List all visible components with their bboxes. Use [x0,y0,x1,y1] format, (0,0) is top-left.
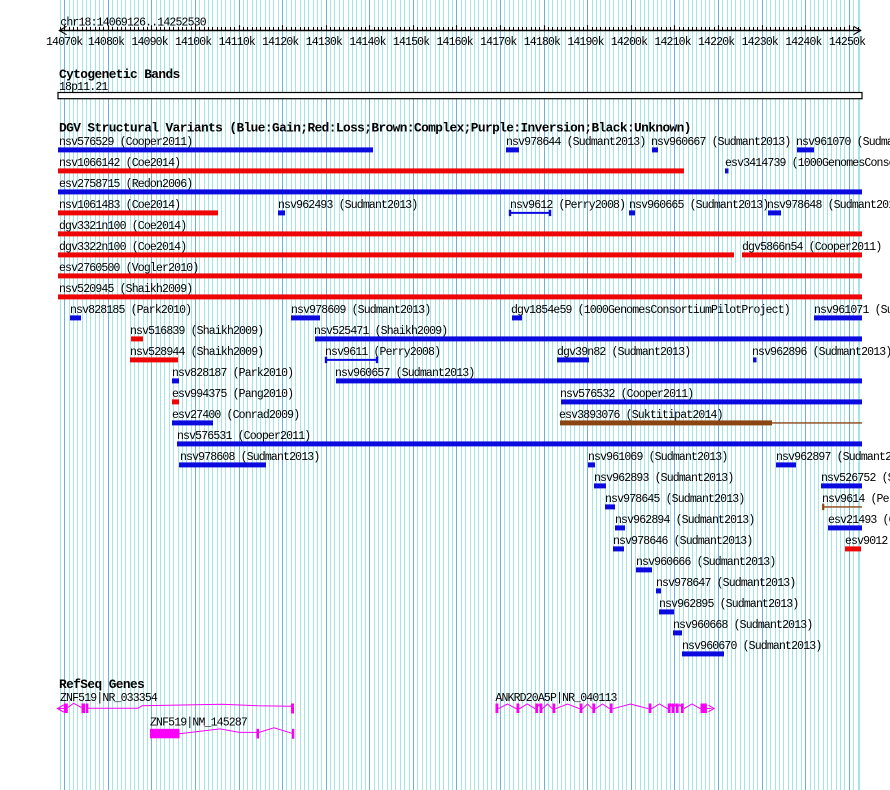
svg-text:14180k: 14180k [524,36,561,49]
svg-text:nsv962895 (Sudmant2013): nsv962895 (Sudmant2013) [659,598,798,611]
svg-text:esv2758715 (Redon2006): esv2758715 (Redon2006) [59,178,192,191]
svg-text:nsv1066142 (Coe2014): nsv1066142 (Coe2014) [59,157,180,170]
svg-text:14200k: 14200k [611,36,648,49]
svg-text:nsv516839 (Shaikh2009): nsv516839 (Shaikh2009) [130,325,263,338]
svg-text:14150k: 14150k [393,36,430,49]
svg-text:nsv828185 (Park2010): nsv828185 (Park2010) [70,304,191,317]
svg-text:14160k: 14160k [437,36,474,49]
svg-text:nsv962894 (Sudmant2013): nsv962894 (Sudmant2013) [615,514,754,527]
svg-text:nsv961071 (Sudmant2013): nsv961071 (Sudmant2013) [814,304,890,317]
svg-text:14170k: 14170k [480,36,517,49]
svg-text:14140k: 14140k [349,36,386,49]
svg-text:dgv5866n54 (Cooper2011): dgv5866n54 (Cooper2011) [742,241,881,254]
svg-text:nsv576529 (Cooper2011): nsv576529 (Cooper2011) [59,136,192,149]
svg-text:nsv520945 (Shaikh2009): nsv520945 (Shaikh2009) [59,283,192,296]
svg-text:14230k: 14230k [742,36,779,49]
svg-text:nsv576532 (Cooper2011): nsv576532 (Cooper2011) [560,388,693,401]
svg-text:ZNF519|NR_033354: ZNF519|NR_033354 [60,692,158,705]
svg-text:14210k: 14210k [654,36,691,49]
svg-text:nsv9612 (Perry2008): nsv9612 (Perry2008) [510,199,625,212]
svg-text:nsv978609 (Sudmant2013): nsv978609 (Sudmant2013) [291,304,430,317]
svg-text:nsv960657 (Sudmant2013): nsv960657 (Sudmant2013) [335,367,474,380]
svg-text:nsv9614 (Perry2008): nsv9614 (Perry2008) [822,493,890,506]
svg-text:nsv576531 (Cooper2011): nsv576531 (Cooper2011) [177,430,310,443]
svg-text:dgv1854e59 (1000GenomesConsort: dgv1854e59 (1000GenomesConsortiumPilotPr… [511,304,790,317]
svg-text:nsv961069 (Sudmant2013): nsv961069 (Sudmant2013) [588,451,727,464]
svg-text:14130k: 14130k [306,36,343,49]
svg-text:nsv828187 (Park2010): nsv828187 (Park2010) [172,367,293,380]
svg-text:nsv1061483 (Coe2014): nsv1061483 (Coe2014) [59,199,180,212]
svg-text:nsv960670 (Sudmant2013): nsv960670 (Sudmant2013) [682,640,821,653]
svg-text:14100k: 14100k [175,36,212,49]
svg-text:esv9012 (Conrad2009): esv9012 (Conrad2009) [845,535,890,548]
svg-text:nsv962493 (Sudmant2013): nsv962493 (Sudmant2013) [278,199,417,212]
svg-text:nsv978645 (Sudmant2013): nsv978645 (Sudmant2013) [605,493,744,506]
svg-text:nsv978646 (Sudmant2013): nsv978646 (Sudmant2013) [613,535,752,548]
svg-text:esv21493 (Conrad2009): esv21493 (Conrad2009) [828,514,890,527]
svg-text:nsv960668 (Sudmant2013): nsv960668 (Sudmant2013) [673,619,812,632]
svg-text:esv3414739 (1000GenomesConsort: esv3414739 (1000GenomesConsortiumPilotPr… [725,157,890,170]
svg-text:nsv978647 (Sudmant2013): nsv978647 (Sudmant2013) [656,577,795,590]
svg-text:nsv526752 (Shaikh2009): nsv526752 (Shaikh2009) [821,472,890,485]
svg-text:nsv962893 (Sudmant2013): nsv962893 (Sudmant2013) [594,472,733,485]
svg-text:18p11.21: 18p11.21 [59,81,108,94]
svg-text:nsv962897 (Sudmant2013): nsv962897 (Sudmant2013) [776,451,890,464]
svg-text:Cytogenetic Bands: Cytogenetic Bands [59,67,180,82]
svg-text:dgv3321n100 (Coe2014): dgv3321n100 (Coe2014) [59,220,186,233]
svg-text:DGV Structural Variants (Blue:: DGV Structural Variants (Blue:Gain;Red:L… [59,120,691,135]
svg-text:nsv9611 (Perry2008): nsv9611 (Perry2008) [325,346,440,359]
svg-text:nsv525471 (Shaikh2009): nsv525471 (Shaikh2009) [314,325,447,338]
svg-text:esv27400 (Conrad2009): esv27400 (Conrad2009) [172,409,299,422]
svg-text:nsv978648 (Sudmant2013): nsv978648 (Sudmant2013) [767,199,890,212]
svg-text:nsv528944 (Shaikh2009): nsv528944 (Shaikh2009) [130,346,263,359]
svg-text:14190k: 14190k [567,36,604,49]
svg-text:nsv978608 (Sudmant2013): nsv978608 (Sudmant2013) [180,451,319,464]
svg-text:dgv39n82 (Sudmant2013): dgv39n82 (Sudmant2013) [557,346,690,359]
svg-text:nsv960667 (Sudmant2013): nsv960667 (Sudmant2013) [651,136,790,149]
svg-text:nsv962896 (Sudmant2013): nsv962896 (Sudmant2013) [752,346,890,359]
svg-text:nsv960666 (Sudmant2013): nsv960666 (Sudmant2013) [636,556,775,569]
svg-text:chr18:14069126..14252530: chr18:14069126..14252530 [60,16,206,29]
svg-text:nsv960665 (Sudmant2013): nsv960665 (Sudmant2013) [629,199,768,212]
svg-text:14250k: 14250k [829,36,866,49]
svg-text:ANKRD20A5P|NR_040113: ANKRD20A5P|NR_040113 [495,692,617,705]
svg-text:nsv961070 (Sudmant2013): nsv961070 (Sudmant2013) [796,136,890,149]
svg-text:14120k: 14120k [262,36,299,49]
svg-text:14080k: 14080k [88,36,125,49]
svg-text:dgv3322n100 (Coe2014): dgv3322n100 (Coe2014) [59,241,186,254]
svg-text:14220k: 14220k [698,36,735,49]
svg-text:14110k: 14110k [219,36,256,49]
svg-text:14240k: 14240k [785,36,822,49]
svg-text:14090k: 14090k [131,36,168,49]
svg-text:esv3893076 (Suktitipat2014): esv3893076 (Suktitipat2014) [559,409,723,422]
svg-text:nsv978644 (Sudmant2013): nsv978644 (Sudmant2013) [506,136,645,149]
svg-text:esv2760500 (Vogler2010): esv2760500 (Vogler2010) [59,262,198,275]
svg-text:RefSeq Genes: RefSeq Genes [59,677,144,692]
svg-text:esv994375 (Pang2010): esv994375 (Pang2010) [172,388,293,401]
svg-text:ZNF519|NM_145287: ZNF519|NM_145287 [150,717,247,730]
svg-text:14070k: 14070k [46,36,83,49]
